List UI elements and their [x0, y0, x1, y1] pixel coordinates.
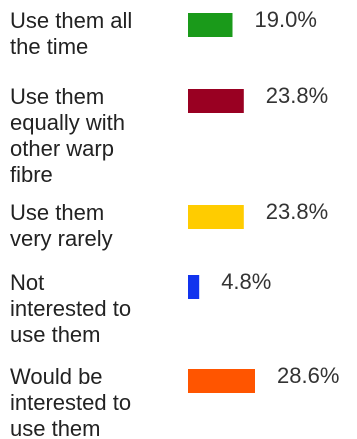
- value-label: 23.8%: [266, 83, 328, 108]
- bar: [188, 13, 233, 37]
- value-label: 28.6%: [277, 363, 339, 388]
- category-label-line: equally with: [10, 110, 125, 135]
- bar: [188, 89, 244, 113]
- value-label: 19.0%: [255, 7, 317, 32]
- bar-group: Use them very rarely 23.8%: [10, 199, 328, 251]
- category-label-line: interested to: [10, 296, 131, 321]
- bar-group: Use them all the time 19.0%: [10, 7, 317, 59]
- category-label-line: Not: [10, 270, 44, 295]
- value-label: 4.8%: [221, 269, 271, 294]
- category-label-line: the time: [10, 34, 88, 59]
- category-label-line: Use them all: [10, 8, 132, 33]
- bar: [188, 275, 200, 299]
- bar-group: Use them equally with other warp fibre 23.8%: [10, 83, 328, 187]
- category-label-line: Would be: [10, 364, 103, 389]
- category-label: Use them equally with other warp fibre: [10, 84, 125, 187]
- category-label-line: very rarely: [10, 226, 113, 251]
- bar: [188, 369, 255, 393]
- bar-group: Not interested to use them 4.8%: [10, 269, 271, 347]
- value-label: 23.8%: [266, 199, 328, 224]
- category-label-line: interested to: [10, 390, 131, 415]
- category-label: Would be interested to use them: [10, 364, 131, 439]
- category-label-line: use them: [10, 322, 101, 347]
- category-label: Not interested to use them: [10, 270, 131, 347]
- category-label-line: fibre: [10, 162, 53, 187]
- category-label-line: Use them: [10, 200, 104, 225]
- category-label: Use them all the time: [10, 8, 132, 59]
- category-label-line: use them: [10, 416, 101, 439]
- category-label-line: other warp: [10, 136, 114, 161]
- bar-group: Would be interested to use them 28.6%: [10, 363, 339, 439]
- category-label-line: Use them: [10, 84, 104, 109]
- category-label: Use them very rarely: [10, 200, 113, 251]
- bar: [188, 205, 244, 229]
